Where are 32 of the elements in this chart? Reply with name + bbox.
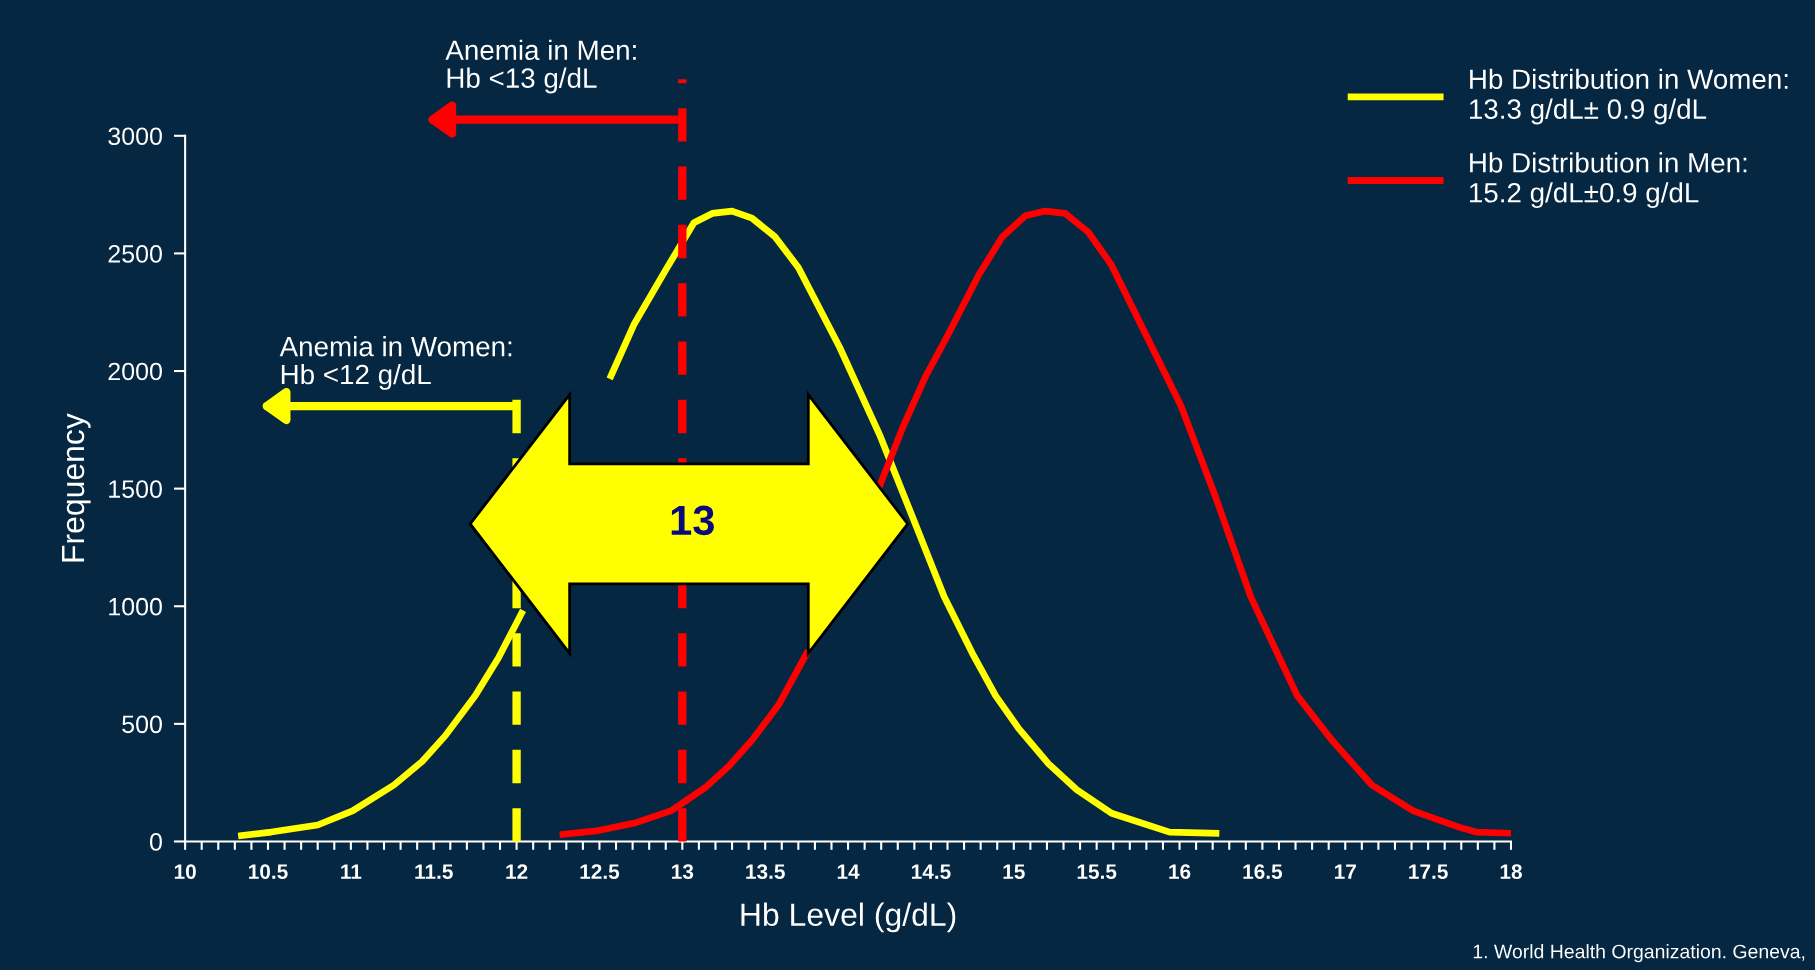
ref-line-label: Anemia in Men: Hb <13 g/dL — [445, 39, 636, 94]
y-tick-label: 0 — [149, 833, 162, 851]
x-tick-label: 16 — [1169, 864, 1191, 879]
x-tick-label: 17.5 — [1409, 864, 1448, 879]
x-tick-label: 12 — [506, 864, 528, 879]
x-tick-label: 13.5 — [746, 864, 785, 880]
y-tick-label: 1000 — [109, 597, 162, 616]
y-axis-title: Frequency — [62, 413, 91, 562]
x-tick-label: 12.5 — [580, 864, 620, 879]
x-tick-label: 15.5 — [1077, 864, 1117, 879]
x-tick-label: 18 — [1500, 864, 1522, 879]
x-tick-label: 15 — [1003, 864, 1025, 879]
x-tick-label: 10 — [174, 864, 196, 879]
y-tick-label: 2500 — [108, 245, 162, 263]
y-tick-label: 2000 — [108, 362, 162, 381]
x-tick-label: 13 — [672, 864, 694, 880]
y-tick-label: 500 — [122, 715, 162, 734]
x-tick-label: 10.5 — [249, 864, 288, 879]
x-tick-label: 14.5 — [911, 864, 951, 879]
x-tick-label: 14 — [837, 864, 860, 879]
y-tick-label: 1500 — [109, 480, 162, 498]
x-tick-label: 11.5 — [415, 864, 453, 879]
x-axis-title: Hb Level (g/dL) — [741, 902, 956, 933]
text: 1. World Health Organization. Geneva, — [1473, 944, 1805, 963]
legend-label: Hb Distribution in Men: 15.2 g/dL±0.9 g/dL — [1469, 152, 1747, 209]
x-tick-label: 16.5 — [1243, 864, 1283, 879]
y-tick-label: 3000 — [108, 127, 162, 146]
x-tick-label: 11 — [341, 864, 362, 879]
legend-label: Hb Distribution in Women: 13.3 g/dL± 0.9 g/dL — [1469, 68, 1788, 125]
x-tick-label: 17 — [1334, 864, 1356, 879]
annotation: 13 — [671, 505, 714, 536]
ref-line-label: Anemia in Women: Hb <12 g/dL — [279, 336, 512, 390]
